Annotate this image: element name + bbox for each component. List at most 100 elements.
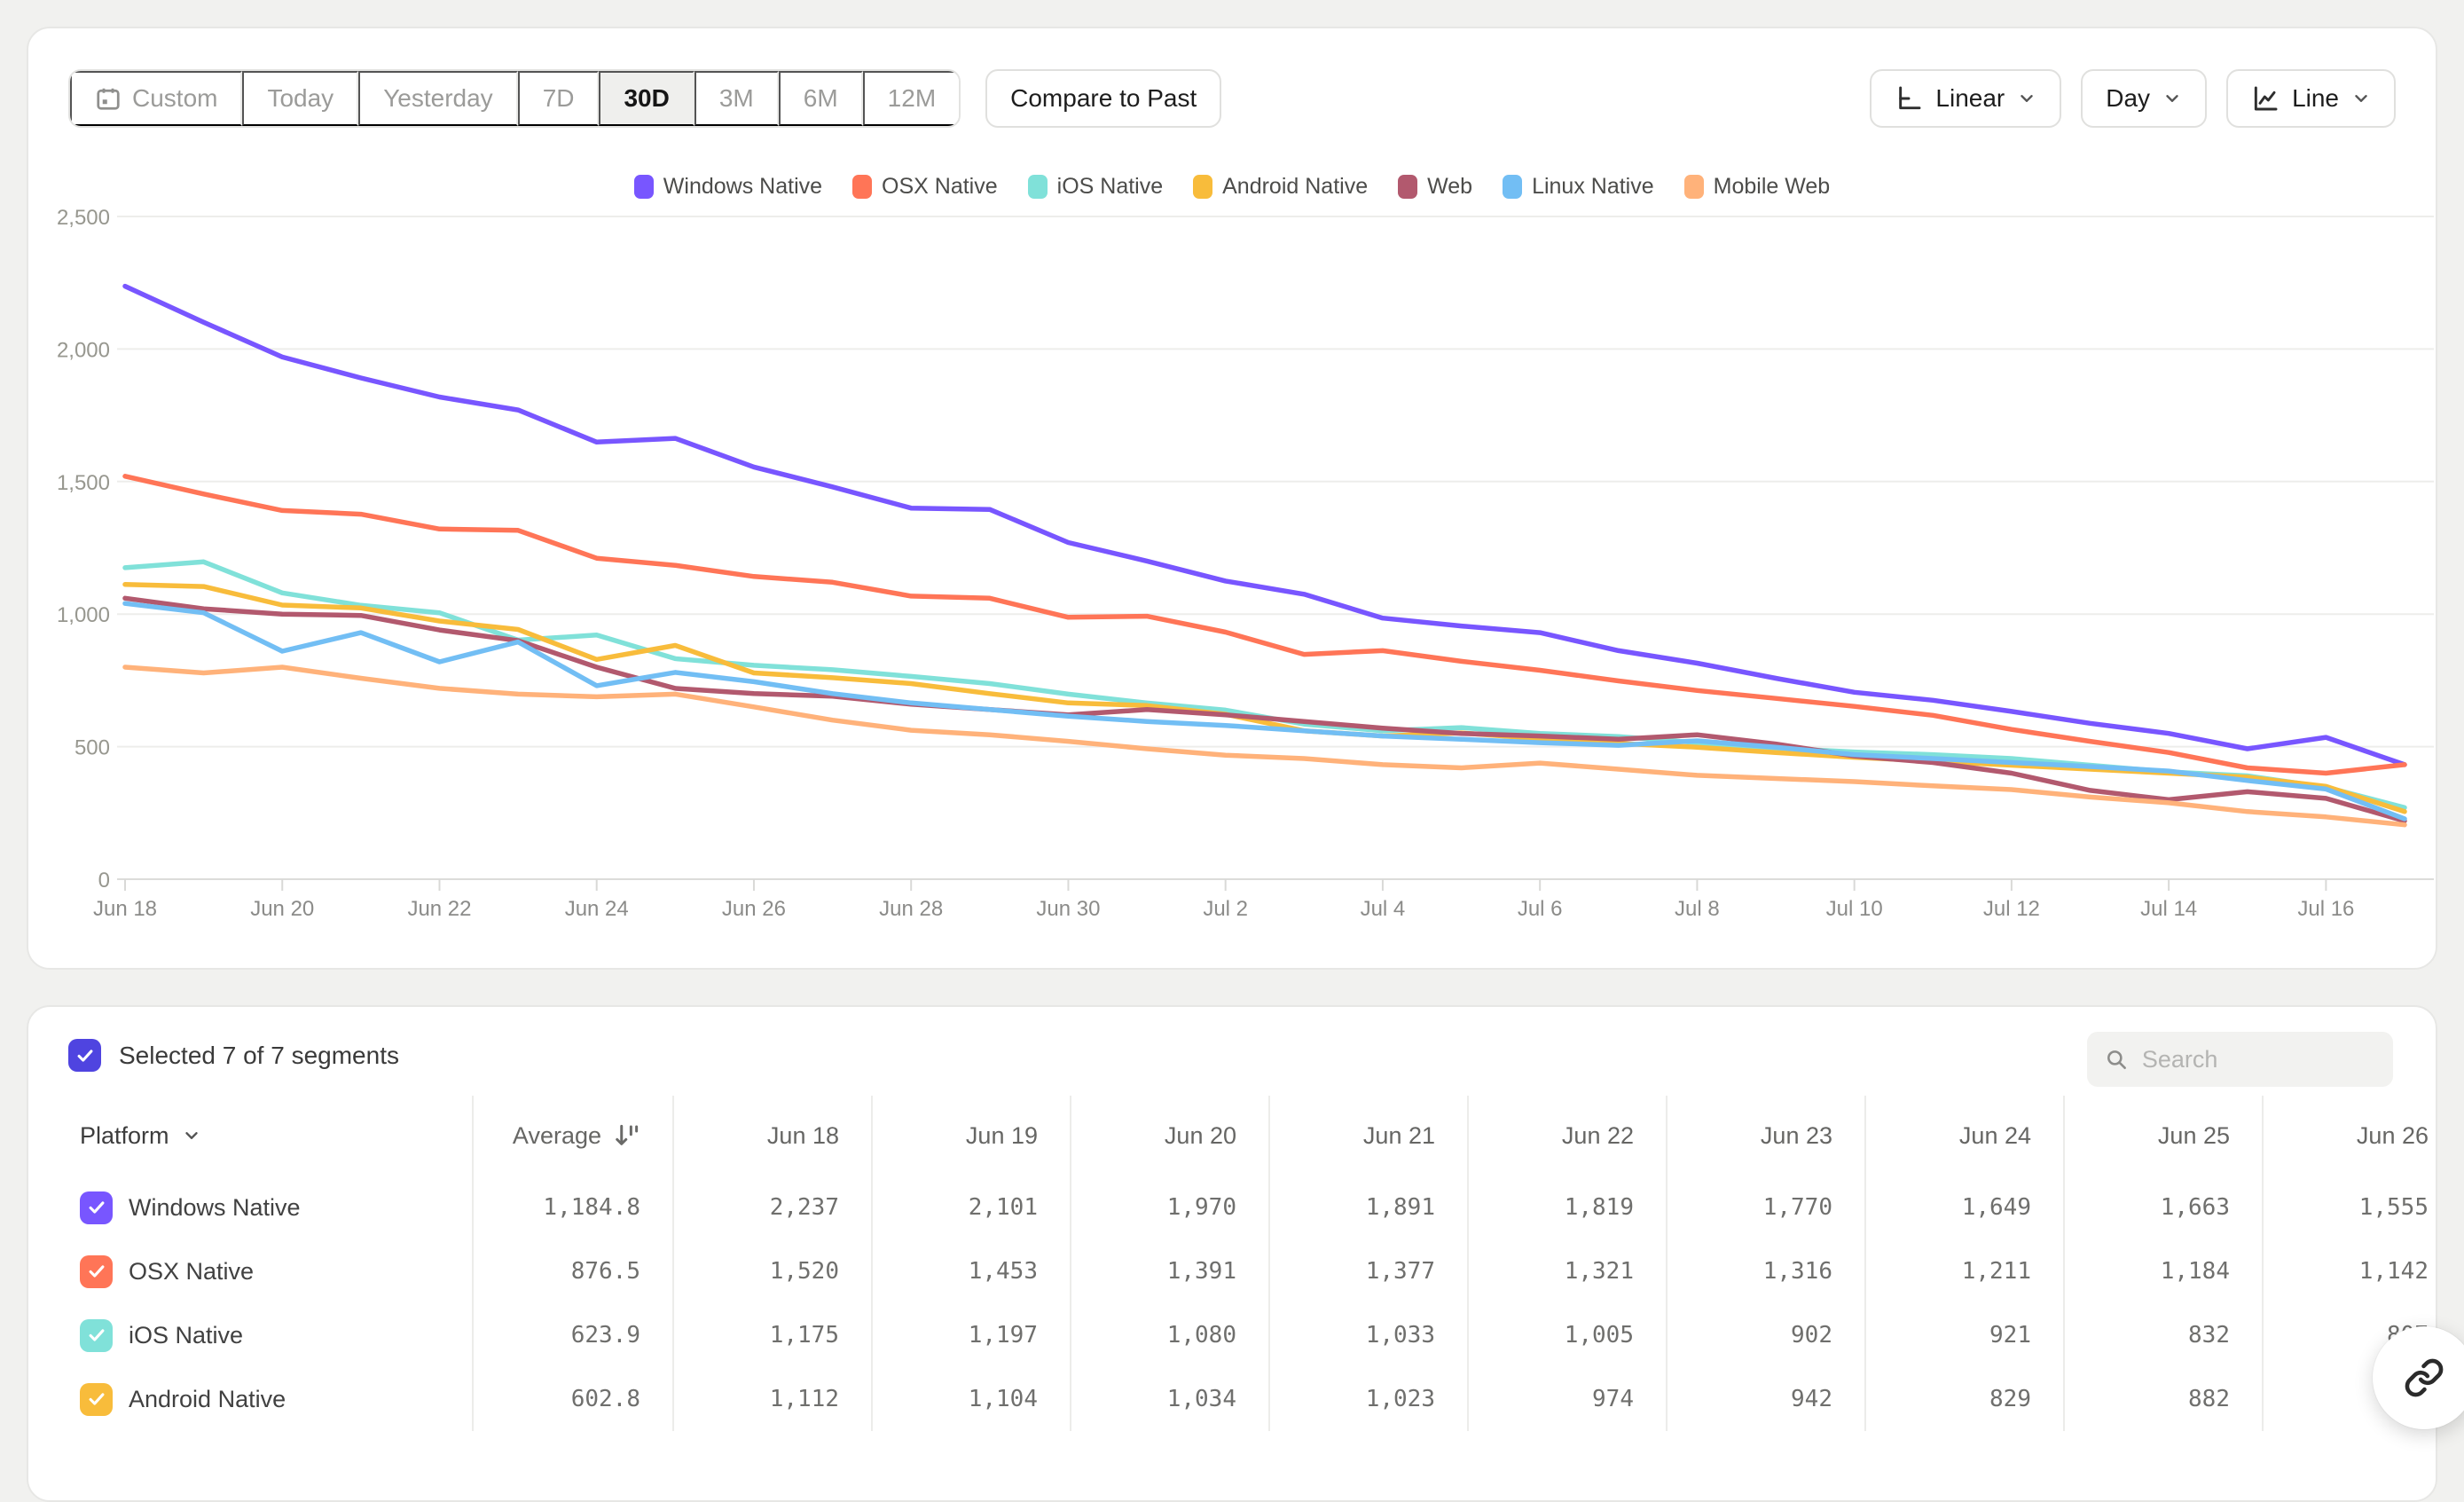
legend-swatch xyxy=(1193,175,1213,199)
y-axis-tick-label: 1,500 xyxy=(57,471,110,495)
range-button-today[interactable]: Today xyxy=(242,71,359,126)
segments-table-card: Selected 7 of 7 segments Platform Average… xyxy=(27,1005,2437,1502)
value-cell: 1,520 xyxy=(672,1239,871,1303)
chart-options-group: Linear Day Line xyxy=(1870,69,2396,128)
legend-item-web[interactable]: Web xyxy=(1398,174,1472,200)
search-icon xyxy=(2107,1050,2126,1069)
legend-item-linux-native[interactable]: Linux Native xyxy=(1503,174,1654,200)
check-icon xyxy=(89,1329,104,1341)
segment-checkbox[interactable] xyxy=(80,1191,113,1224)
segments-bar: Selected 7 of 7 segments xyxy=(68,1039,399,1072)
chart-card: 0 500 1,000 1,500 2,000 2,500 Jun 18 Jun 20 Jun … xyxy=(27,27,2437,970)
series-line-android-native[interactable] xyxy=(122,581,2407,814)
table-header-row: Platform Average Jun 18 Jun 19 Jun 20 Jun 21 J… xyxy=(28,1096,2436,1176)
average-column-header[interactable]: Average xyxy=(472,1096,672,1176)
date-column-header: Jun 18 xyxy=(672,1096,871,1176)
average-value-cell: 876.5 xyxy=(472,1239,672,1303)
average-value-cell: 1,184.8 xyxy=(472,1176,672,1239)
table-row-windows-native: Windows Native 1,184.8 2,237 2,101 1,970 1,89… xyxy=(28,1176,2436,1239)
legend-item-osx-native[interactable]: OSX Native xyxy=(852,174,998,200)
x-axis-tick-label: Jul 4 xyxy=(1361,897,1406,921)
platform-name: iOS Native xyxy=(129,1321,244,1349)
check-icon xyxy=(89,1265,104,1278)
chart-type-dropdown[interactable]: Line xyxy=(2226,69,2396,128)
legend-label: OSX Native xyxy=(882,174,998,199)
value-cell: 832 xyxy=(2063,1303,2262,1367)
legend-label: Mobile Web xyxy=(1713,174,1831,199)
table-body: Windows Native 1,184.8 2,237 2,101 1,970 1,89… xyxy=(28,1176,2436,1431)
range-button-label: Yesterday xyxy=(383,84,493,112)
legend-item-ios-native[interactable]: iOS Native xyxy=(1027,174,1164,200)
range-button-label: 30D xyxy=(624,84,670,112)
value-cell: 1,005 xyxy=(1467,1303,1666,1367)
chevron-down-icon xyxy=(2021,95,2033,102)
range-button-custom[interactable]: Custom xyxy=(70,71,243,126)
platform-cell: iOS Native xyxy=(28,1303,472,1367)
search-input[interactable] xyxy=(2141,1045,2375,1073)
granularity-dropdown-label: Day xyxy=(2106,84,2151,112)
platform-column-header[interactable]: Platform xyxy=(28,1096,472,1176)
value-cell: 2,101 xyxy=(871,1176,1070,1239)
selected-segments-text: Selected 7 of 7 segments xyxy=(119,1041,399,1069)
series-line-linux-native[interactable] xyxy=(122,601,2407,822)
segment-checkbox[interactable] xyxy=(80,1254,113,1288)
x-axis-tick-label: Jun 22 xyxy=(407,897,471,921)
linear-axis-icon xyxy=(1899,86,1921,110)
compare-to-past-button[interactable]: Compare to Past xyxy=(985,69,1222,128)
value-cell: 942 xyxy=(1666,1367,1864,1431)
legend-item-mobile-web[interactable]: Mobile Web xyxy=(1683,174,1831,200)
range-button-30d[interactable]: 30D xyxy=(599,71,694,126)
value-cell: 1,211 xyxy=(1864,1239,2063,1303)
platform-cell: Windows Native xyxy=(28,1176,472,1239)
value-cell: 1,663 xyxy=(2063,1176,2262,1239)
value-cell: 1,819 xyxy=(1467,1176,1666,1239)
value-cell: 1,555 xyxy=(2262,1176,2436,1239)
legend-label: Windows Native xyxy=(663,174,823,199)
x-axis-tick-label: Jun 30 xyxy=(1036,897,1100,921)
value-cell: 1,377 xyxy=(1268,1239,1467,1303)
range-button-6m[interactable]: 6M xyxy=(778,71,863,126)
date-column-header: Jun 22 xyxy=(1467,1096,1666,1176)
legend-item-windows-native[interactable]: Windows Native xyxy=(633,174,823,200)
range-button-7d[interactable]: 7D xyxy=(517,71,600,126)
legend-label: iOS Native xyxy=(1056,174,1164,199)
segment-checkbox[interactable] xyxy=(80,1382,113,1416)
value-cell: 1,034 xyxy=(1070,1367,1268,1431)
table-row-ios-native: iOS Native 623.9 1,175 1,197 1,080 1,033 1,005… xyxy=(28,1303,2436,1367)
chevron-down-icon xyxy=(2166,95,2178,102)
series-line-web[interactable] xyxy=(122,595,2407,824)
value-cell: 829 xyxy=(1864,1367,2063,1431)
legend-item-android-native[interactable]: Android Native xyxy=(1193,174,1368,200)
platform-name: OSX Native xyxy=(129,1257,255,1285)
series-line-windows-native[interactable] xyxy=(122,283,2407,767)
x-axis-tick-label: Jul 8 xyxy=(1675,897,1720,921)
line-chart[interactable]: 0 500 1,000 1,500 2,000 2,500 Jun 18 Jun 20 Jun … xyxy=(28,28,2436,968)
x-axis-tick-label: Jun 20 xyxy=(250,897,314,921)
value-cell: 1,184 xyxy=(2063,1239,2262,1303)
range-button-yesterday[interactable]: Yesterday xyxy=(358,71,518,126)
scale-dropdown[interactable]: Linear xyxy=(1870,69,2062,128)
x-axis-tick-label: Jul 2 xyxy=(1203,897,1248,921)
table-row-osx-native: OSX Native 876.5 1,520 1,453 1,391 1,377 1,321… xyxy=(28,1239,2436,1303)
legend-swatch xyxy=(1027,175,1048,199)
copy-link-button[interactable] xyxy=(2373,1326,2464,1429)
legend-label: Android Native xyxy=(1222,174,1369,199)
y-axis-tick-label: 2,500 xyxy=(57,206,110,230)
line-chart-icon xyxy=(2254,86,2278,111)
range-button-3m[interactable]: 3M xyxy=(694,71,779,126)
value-cell: 1,316 xyxy=(1666,1239,1864,1303)
legend-swatch xyxy=(1683,175,1704,199)
select-all-checkbox[interactable] xyxy=(68,1039,101,1072)
granularity-dropdown[interactable]: Day xyxy=(2081,69,2208,128)
segments-table: Platform Average Jun 18 Jun 19 Jun 20 Jun 21 J… xyxy=(28,1096,2436,1431)
series-line-ios-native[interactable] xyxy=(122,559,2407,811)
segment-checkbox[interactable] xyxy=(80,1318,113,1352)
check-icon xyxy=(89,1393,104,1405)
series-line-mobile-web[interactable] xyxy=(122,664,2407,828)
series-line-osx-native[interactable] xyxy=(122,474,2407,776)
date-column-header: Jun 19 xyxy=(871,1096,1070,1176)
search-box xyxy=(2087,1032,2393,1087)
range-button-12m[interactable]: 12M xyxy=(862,71,960,126)
legend-swatch xyxy=(1503,175,1523,199)
date-range-control: Custom Today Yesterday 7D 30D 3M 6M 12M xyxy=(68,69,961,128)
